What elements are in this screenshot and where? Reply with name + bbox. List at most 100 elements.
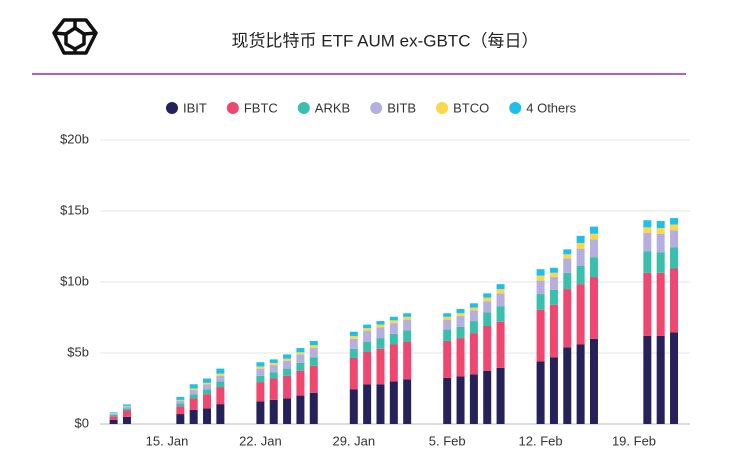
legend-marker bbox=[298, 102, 310, 114]
legend-marker bbox=[370, 102, 382, 114]
x-tick-label: 29. Jan bbox=[332, 433, 375, 448]
bar-segment bbox=[483, 301, 491, 312]
bar-segment bbox=[296, 363, 304, 371]
bar-segment bbox=[176, 414, 184, 424]
bar-segment bbox=[310, 348, 318, 357]
bar-segment bbox=[390, 344, 398, 381]
bar-segment bbox=[577, 249, 585, 266]
bar-segment bbox=[403, 379, 411, 424]
bar-segment bbox=[563, 347, 571, 424]
legend-label: 4 Others bbox=[526, 100, 576, 115]
bar-segment bbox=[590, 339, 598, 424]
bar-segment bbox=[577, 284, 585, 344]
bar-segment bbox=[670, 218, 678, 224]
bar-segment bbox=[657, 252, 665, 273]
bar-segment bbox=[283, 369, 291, 376]
bar-segment bbox=[283, 398, 291, 424]
bar-segment bbox=[457, 316, 465, 327]
bar-segment bbox=[483, 371, 491, 424]
bar-segment bbox=[270, 372, 278, 378]
bar-segment bbox=[190, 389, 198, 390]
bar-segment bbox=[550, 290, 558, 305]
bar-segment bbox=[657, 221, 665, 228]
bar-segment bbox=[350, 339, 358, 349]
bar-segment bbox=[670, 269, 678, 333]
bar-segment bbox=[470, 310, 478, 321]
bar-segment bbox=[537, 281, 545, 294]
bar-segment bbox=[283, 354, 291, 358]
bar-segment bbox=[497, 322, 505, 368]
bar-segment bbox=[403, 317, 411, 320]
bar-segment bbox=[590, 227, 598, 234]
legend-label: BITB bbox=[387, 100, 416, 115]
bar-segment bbox=[296, 354, 304, 363]
bar-segment bbox=[457, 313, 465, 316]
x-tick-label: 12. Feb bbox=[519, 433, 563, 448]
bar-segment bbox=[563, 273, 571, 289]
bar-segment bbox=[643, 220, 651, 227]
legend-label: FBTC bbox=[244, 100, 278, 115]
bar-segment bbox=[670, 332, 678, 424]
bar-segment bbox=[123, 406, 131, 408]
bar-segment bbox=[350, 336, 358, 339]
bar-segment bbox=[376, 325, 384, 328]
bar-segment bbox=[457, 376, 465, 424]
bar-segment bbox=[376, 338, 384, 349]
bar-segment bbox=[577, 243, 585, 249]
bar-segment bbox=[537, 269, 545, 275]
bar-segment bbox=[190, 410, 198, 424]
bar-segment bbox=[296, 396, 304, 424]
bar-segment bbox=[190, 394, 198, 398]
x-tick-label: 19. Feb bbox=[612, 433, 656, 448]
bar-segment bbox=[550, 273, 558, 277]
bar-segment bbox=[483, 293, 491, 297]
bar-segment bbox=[123, 408, 131, 410]
bar-segment bbox=[283, 359, 291, 361]
bar-segment bbox=[256, 369, 264, 376]
bar-segment bbox=[190, 398, 198, 409]
bar-segment bbox=[110, 420, 118, 424]
bar-segment bbox=[550, 268, 558, 273]
bar-segment bbox=[270, 363, 278, 365]
bar-segment bbox=[256, 401, 264, 424]
bar-segment bbox=[283, 361, 291, 369]
x-tick-label: 5. Feb bbox=[429, 433, 466, 448]
bar-segment bbox=[310, 366, 318, 393]
bar-segment bbox=[376, 349, 384, 385]
bar-segment bbox=[670, 247, 678, 268]
bar-segment bbox=[350, 389, 358, 424]
bar-segment bbox=[270, 400, 278, 424]
bar-segment bbox=[563, 259, 571, 273]
y-tick-label: $0 bbox=[75, 415, 89, 430]
bar-segment bbox=[296, 352, 304, 354]
bar-segment bbox=[350, 358, 358, 389]
chart-title: 现货比特币 ETF AUM ex-GBTC（每日） bbox=[232, 31, 539, 50]
bar-segment bbox=[376, 384, 384, 424]
bar-segment bbox=[457, 338, 465, 376]
y-tick-label: $15b bbox=[60, 202, 89, 217]
bar-segment bbox=[350, 332, 358, 336]
bar-segment bbox=[537, 276, 545, 281]
bar-segment bbox=[216, 369, 224, 374]
bar-segment bbox=[470, 321, 478, 333]
bar-segment bbox=[363, 328, 371, 331]
bar-segment bbox=[550, 305, 558, 358]
bar-segment bbox=[310, 357, 318, 366]
bar-segment bbox=[203, 384, 211, 389]
bar-segment bbox=[310, 393, 318, 424]
y-tick-label: $10b bbox=[60, 273, 89, 288]
bar-segment bbox=[497, 306, 505, 322]
bar-segment bbox=[363, 325, 371, 329]
bar-segment bbox=[497, 368, 505, 424]
bar-segment bbox=[470, 308, 478, 311]
x-tick-label: 22. Jan bbox=[239, 433, 282, 448]
bar-segment bbox=[643, 233, 651, 251]
bar-segment bbox=[590, 234, 598, 240]
bar-segment bbox=[363, 342, 371, 352]
bar-segment bbox=[497, 284, 505, 289]
bar-segment bbox=[657, 336, 665, 424]
bar-segment bbox=[590, 257, 598, 277]
bar-segment bbox=[670, 230, 678, 247]
bar-segment bbox=[203, 394, 211, 408]
